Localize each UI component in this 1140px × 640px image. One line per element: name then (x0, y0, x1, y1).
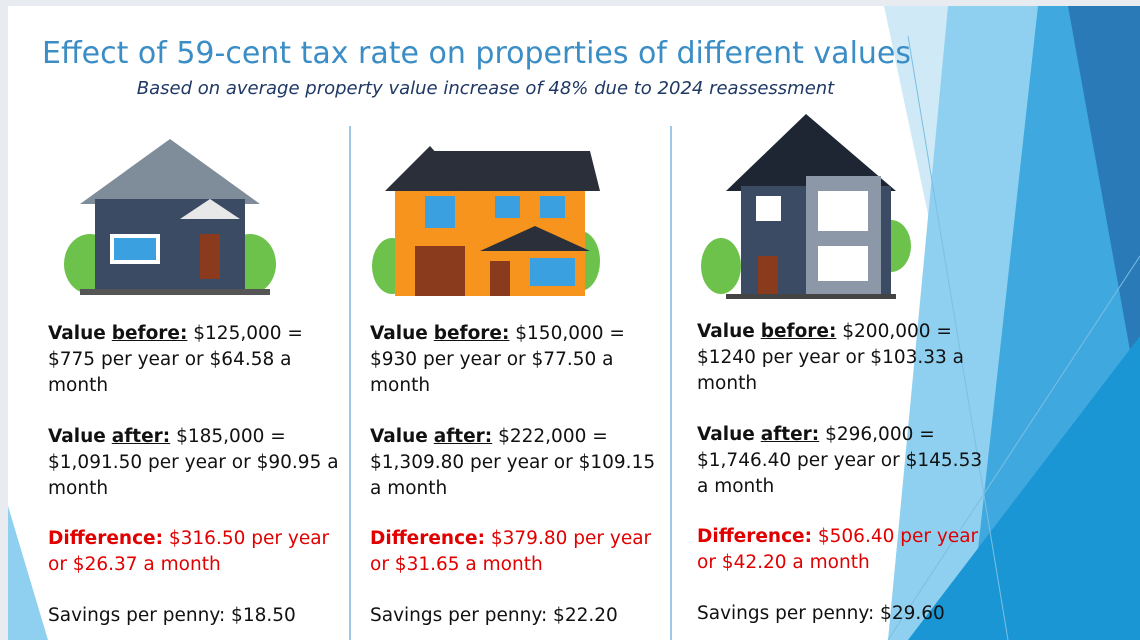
difference-text: $506.40 per year or $42.20 a month (697, 526, 979, 573)
value-before: Value before: $150,000 = $930 per year o… (370, 321, 662, 399)
difference-text: $379.80 per year or $31.65 a month (370, 528, 652, 575)
savings: Savings per penny: $18.50 (48, 605, 296, 626)
difference-label: Difference: (370, 528, 485, 549)
title: Effect of 59-cent tax rate on properties… (42, 36, 912, 71)
background-decoration (8, 6, 1140, 640)
difference: Difference: $316.50 per year or $26.37 a… (48, 526, 340, 578)
value-text: $125,000 = $775 per year or $64.58 a mon… (48, 323, 303, 396)
label-lead: Value (370, 426, 428, 447)
label-lead: Value (48, 323, 106, 344)
value-text: $296,000 = $1,746.40 per year or $145.53… (697, 424, 983, 497)
label-lead: Value (48, 426, 106, 447)
label-lead: Value (697, 321, 755, 342)
value-text: $185,000 = $1,091.50 per year or $90.95 … (48, 426, 339, 499)
value-text: $200,000 = $1240 per year or $103.33 a m… (697, 321, 965, 394)
label-key: after: (760, 424, 820, 445)
label-key: before: (433, 323, 510, 344)
value-before: Value before: $125,000 = $775 per year o… (48, 321, 340, 399)
label-key: before: (760, 321, 837, 342)
value-after: Value after: $296,000 = $1,746.40 per ye… (697, 422, 989, 500)
difference-text: $316.50 per year or $26.37 a month (48, 528, 330, 575)
label-lead: Value (697, 424, 755, 445)
column-divider (670, 126, 672, 640)
value-after: Value after: $222,000 = $1,309.80 per ye… (370, 424, 662, 502)
house-illustration (64, 139, 276, 295)
house-illustration (701, 114, 911, 299)
label-key: before: (111, 323, 188, 344)
difference: Difference: $379.80 per year or $31.65 a… (370, 526, 662, 578)
column-divider (349, 126, 351, 640)
value-after: Value after: $185,000 = $1,091.50 per ye… (48, 424, 340, 502)
value-text: $150,000 = $930 per year or $77.50 a mon… (370, 323, 625, 396)
difference-label: Difference: (48, 528, 163, 549)
house-illustration (372, 146, 600, 296)
subtitle: Based on average property value increase… (136, 78, 835, 99)
label-lead: Value (370, 323, 428, 344)
difference: Difference: $506.40 per year or $42.20 a… (697, 524, 989, 576)
savings: Savings per penny: $29.60 (697, 603, 945, 624)
slide: Effect of 59-cent tax rate on properties… (8, 6, 1140, 640)
value-before: Value before: $200,000 = $1240 per year … (697, 319, 989, 397)
label-key: after: (111, 426, 171, 447)
label-key: after: (433, 426, 493, 447)
savings: Savings per penny: $22.20 (370, 605, 618, 626)
value-text: $222,000 = $1,309.80 per year or $109.15… (370, 426, 656, 499)
difference-label: Difference: (697, 526, 812, 547)
